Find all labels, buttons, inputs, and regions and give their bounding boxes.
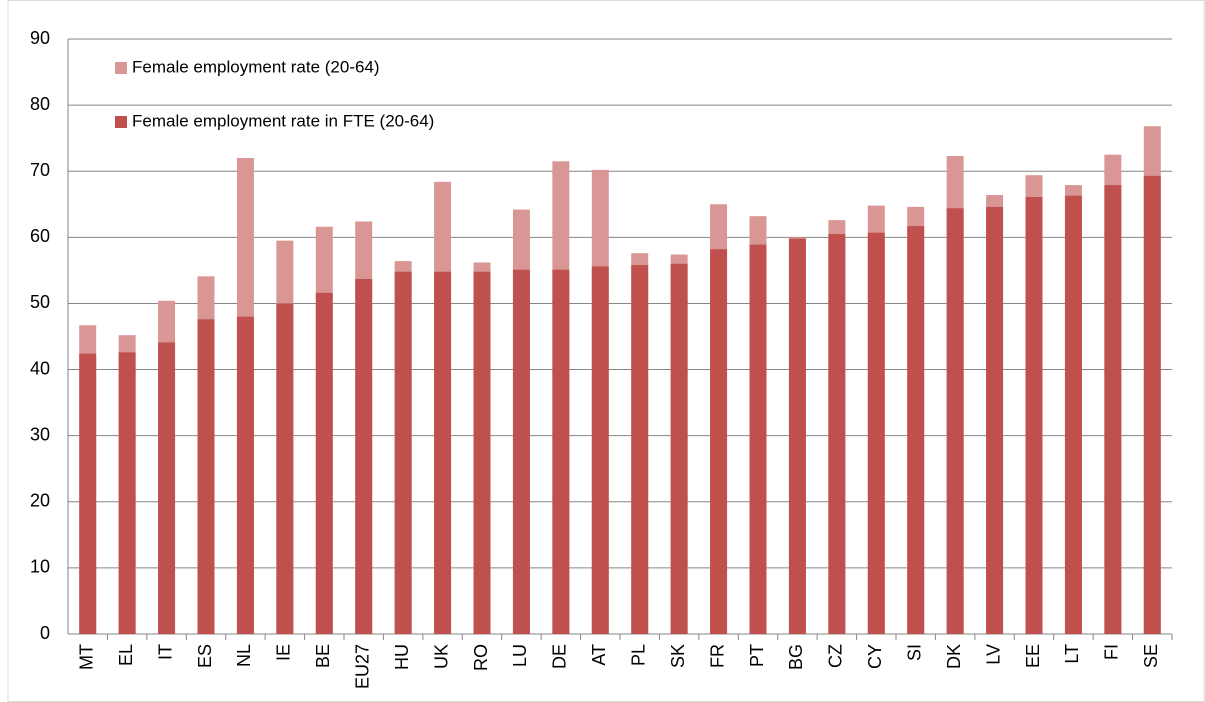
legend: Female employment rate (20-64) Female emp…: [115, 57, 434, 130]
legend-label: Female employment rate (20-64): [132, 57, 380, 76]
y-tick-label: 90: [30, 28, 50, 48]
bar: [867, 232, 885, 634]
bar: [79, 353, 97, 634]
bar: [1143, 175, 1161, 634]
x-tick-label: BE: [313, 644, 333, 668]
y-tick-label: 60: [30, 226, 50, 246]
bar: [552, 269, 570, 634]
x-tick-label: LT: [1062, 644, 1082, 664]
x-tick-label: CY: [865, 644, 885, 669]
x-tick-label: FR: [707, 644, 727, 668]
x-tick-label: HU: [392, 644, 412, 670]
bar: [236, 316, 254, 634]
x-tick-label: SI: [904, 644, 924, 661]
x-tick-label: FI: [1102, 644, 1122, 660]
bar: [434, 271, 452, 634]
bar: [1104, 185, 1122, 634]
x-tick-label: IE: [274, 644, 294, 661]
legend-swatch: [115, 116, 127, 128]
bar: [355, 278, 373, 634]
bar: [315, 292, 333, 634]
bar: [710, 249, 728, 634]
y-tick-label: 40: [30, 358, 50, 378]
x-tick-label: RO: [471, 644, 491, 671]
y-tick-label: 10: [30, 557, 50, 577]
bar: [1025, 197, 1043, 634]
bar: [828, 234, 846, 634]
x-tick-label: PT: [747, 644, 767, 667]
x-tick-label: CZ: [826, 644, 846, 668]
x-tick-label: EL: [116, 644, 136, 666]
bar: [394, 271, 412, 634]
bar: [907, 226, 925, 634]
x-tick-label: DE: [550, 644, 570, 669]
bar: [197, 319, 215, 634]
bar: [749, 244, 767, 634]
x-tick-label: LV: [983, 644, 1003, 665]
x-tick-label: LU: [510, 644, 530, 667]
x-tick-label: BG: [786, 644, 806, 670]
x-tick-label: AT: [589, 644, 609, 666]
bar: [670, 263, 688, 634]
bar: [946, 208, 964, 634]
x-tick-label: NL: [234, 644, 254, 667]
x-tick-label: MT: [76, 644, 96, 670]
x-tick-label: EU27: [352, 644, 372, 689]
bar: [986, 206, 1004, 634]
x-tick-label: SK: [668, 644, 688, 668]
y-tick-label: 50: [30, 292, 50, 312]
y-tick-label: 20: [30, 491, 50, 511]
y-tick-label: 0: [40, 623, 50, 643]
y-tick-label: 30: [30, 424, 50, 444]
bar: [473, 271, 491, 634]
bar: [1064, 195, 1082, 634]
x-tick-label: IT: [155, 644, 175, 660]
bar: [512, 269, 530, 634]
bar: [276, 303, 294, 634]
y-tick-label: 80: [30, 94, 50, 114]
x-tick-label: ES: [195, 644, 215, 668]
x-tick-label: PL: [628, 644, 648, 666]
bar: [118, 352, 136, 634]
x-tick-label: DK: [944, 644, 964, 669]
legend-swatch: [115, 62, 127, 74]
x-tick-label: EE: [1023, 644, 1043, 668]
x-tick-label: SE: [1141, 644, 1161, 668]
x-tick-label: UK: [431, 644, 451, 669]
legend-label: Female employment rate in FTE (20-64): [132, 111, 434, 130]
bar: [788, 238, 806, 634]
y-tick-label: 70: [30, 160, 50, 180]
bar: [631, 265, 649, 634]
bar: [158, 342, 176, 634]
bar: [591, 266, 609, 634]
